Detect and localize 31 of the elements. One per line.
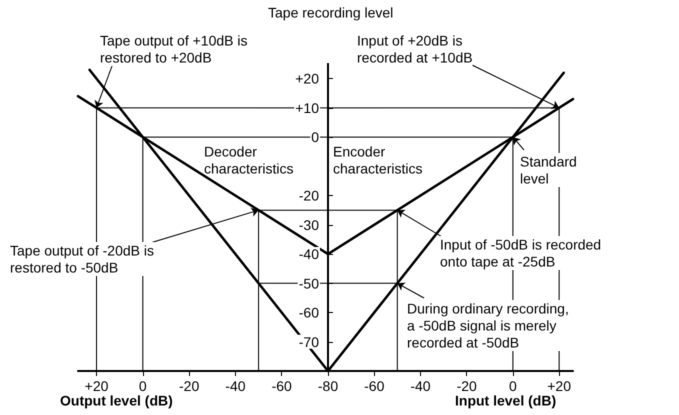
x-tick-label: -40 <box>225 378 246 394</box>
series-label: Encoder characteristics <box>333 144 422 176</box>
y-tick-label: 0 <box>311 129 320 146</box>
annotation: Input of -50dB is recorded onto tape at -25dB <box>440 236 602 270</box>
y-tick-label: -70 <box>298 334 320 350</box>
x-axis-title: Input level (dB) <box>455 392 556 408</box>
x-tick-label: 0 <box>509 378 518 394</box>
annotation: Input of +20dB is recorded at +10dB <box>357 32 473 66</box>
y-tick-label: -50 <box>298 275 320 292</box>
annotation: During ordinary recording, a -50dB signal is merely recorded at -50dB <box>407 300 569 350</box>
x-tick-label: -60 <box>364 378 385 394</box>
annotation: Tape output of +10dB is restored to +20dB <box>100 32 248 66</box>
series-label: Decoder characteristics <box>204 144 294 176</box>
y-tick-label: -20 <box>298 188 320 204</box>
annotation: Standard level <box>520 154 577 186</box>
x-tick-label: 0 <box>138 378 147 394</box>
y-tick-label: +20 <box>295 70 320 87</box>
x-axis-title: Output level (dB) <box>60 392 173 408</box>
y-axis-title: Tape recording level <box>268 4 394 20</box>
x-tick-label: -80 <box>318 378 338 394</box>
x-tick-label: +20 <box>547 378 572 394</box>
y-tick-label: -40 <box>298 246 320 262</box>
x-tick-label: -20 <box>178 378 200 394</box>
y-tick-label: -60 <box>298 304 320 321</box>
x-tick-label: -20 <box>456 378 478 394</box>
y-tick-label: -30 <box>298 216 320 233</box>
y-tick-label: +10 <box>295 100 320 116</box>
x-tick-label: +20 <box>84 378 109 394</box>
annotation: Tape output of -20dB is restored to -50dB <box>10 242 154 276</box>
x-tick-label: -40 <box>410 378 431 394</box>
x-tick-label: -60 <box>272 378 292 394</box>
